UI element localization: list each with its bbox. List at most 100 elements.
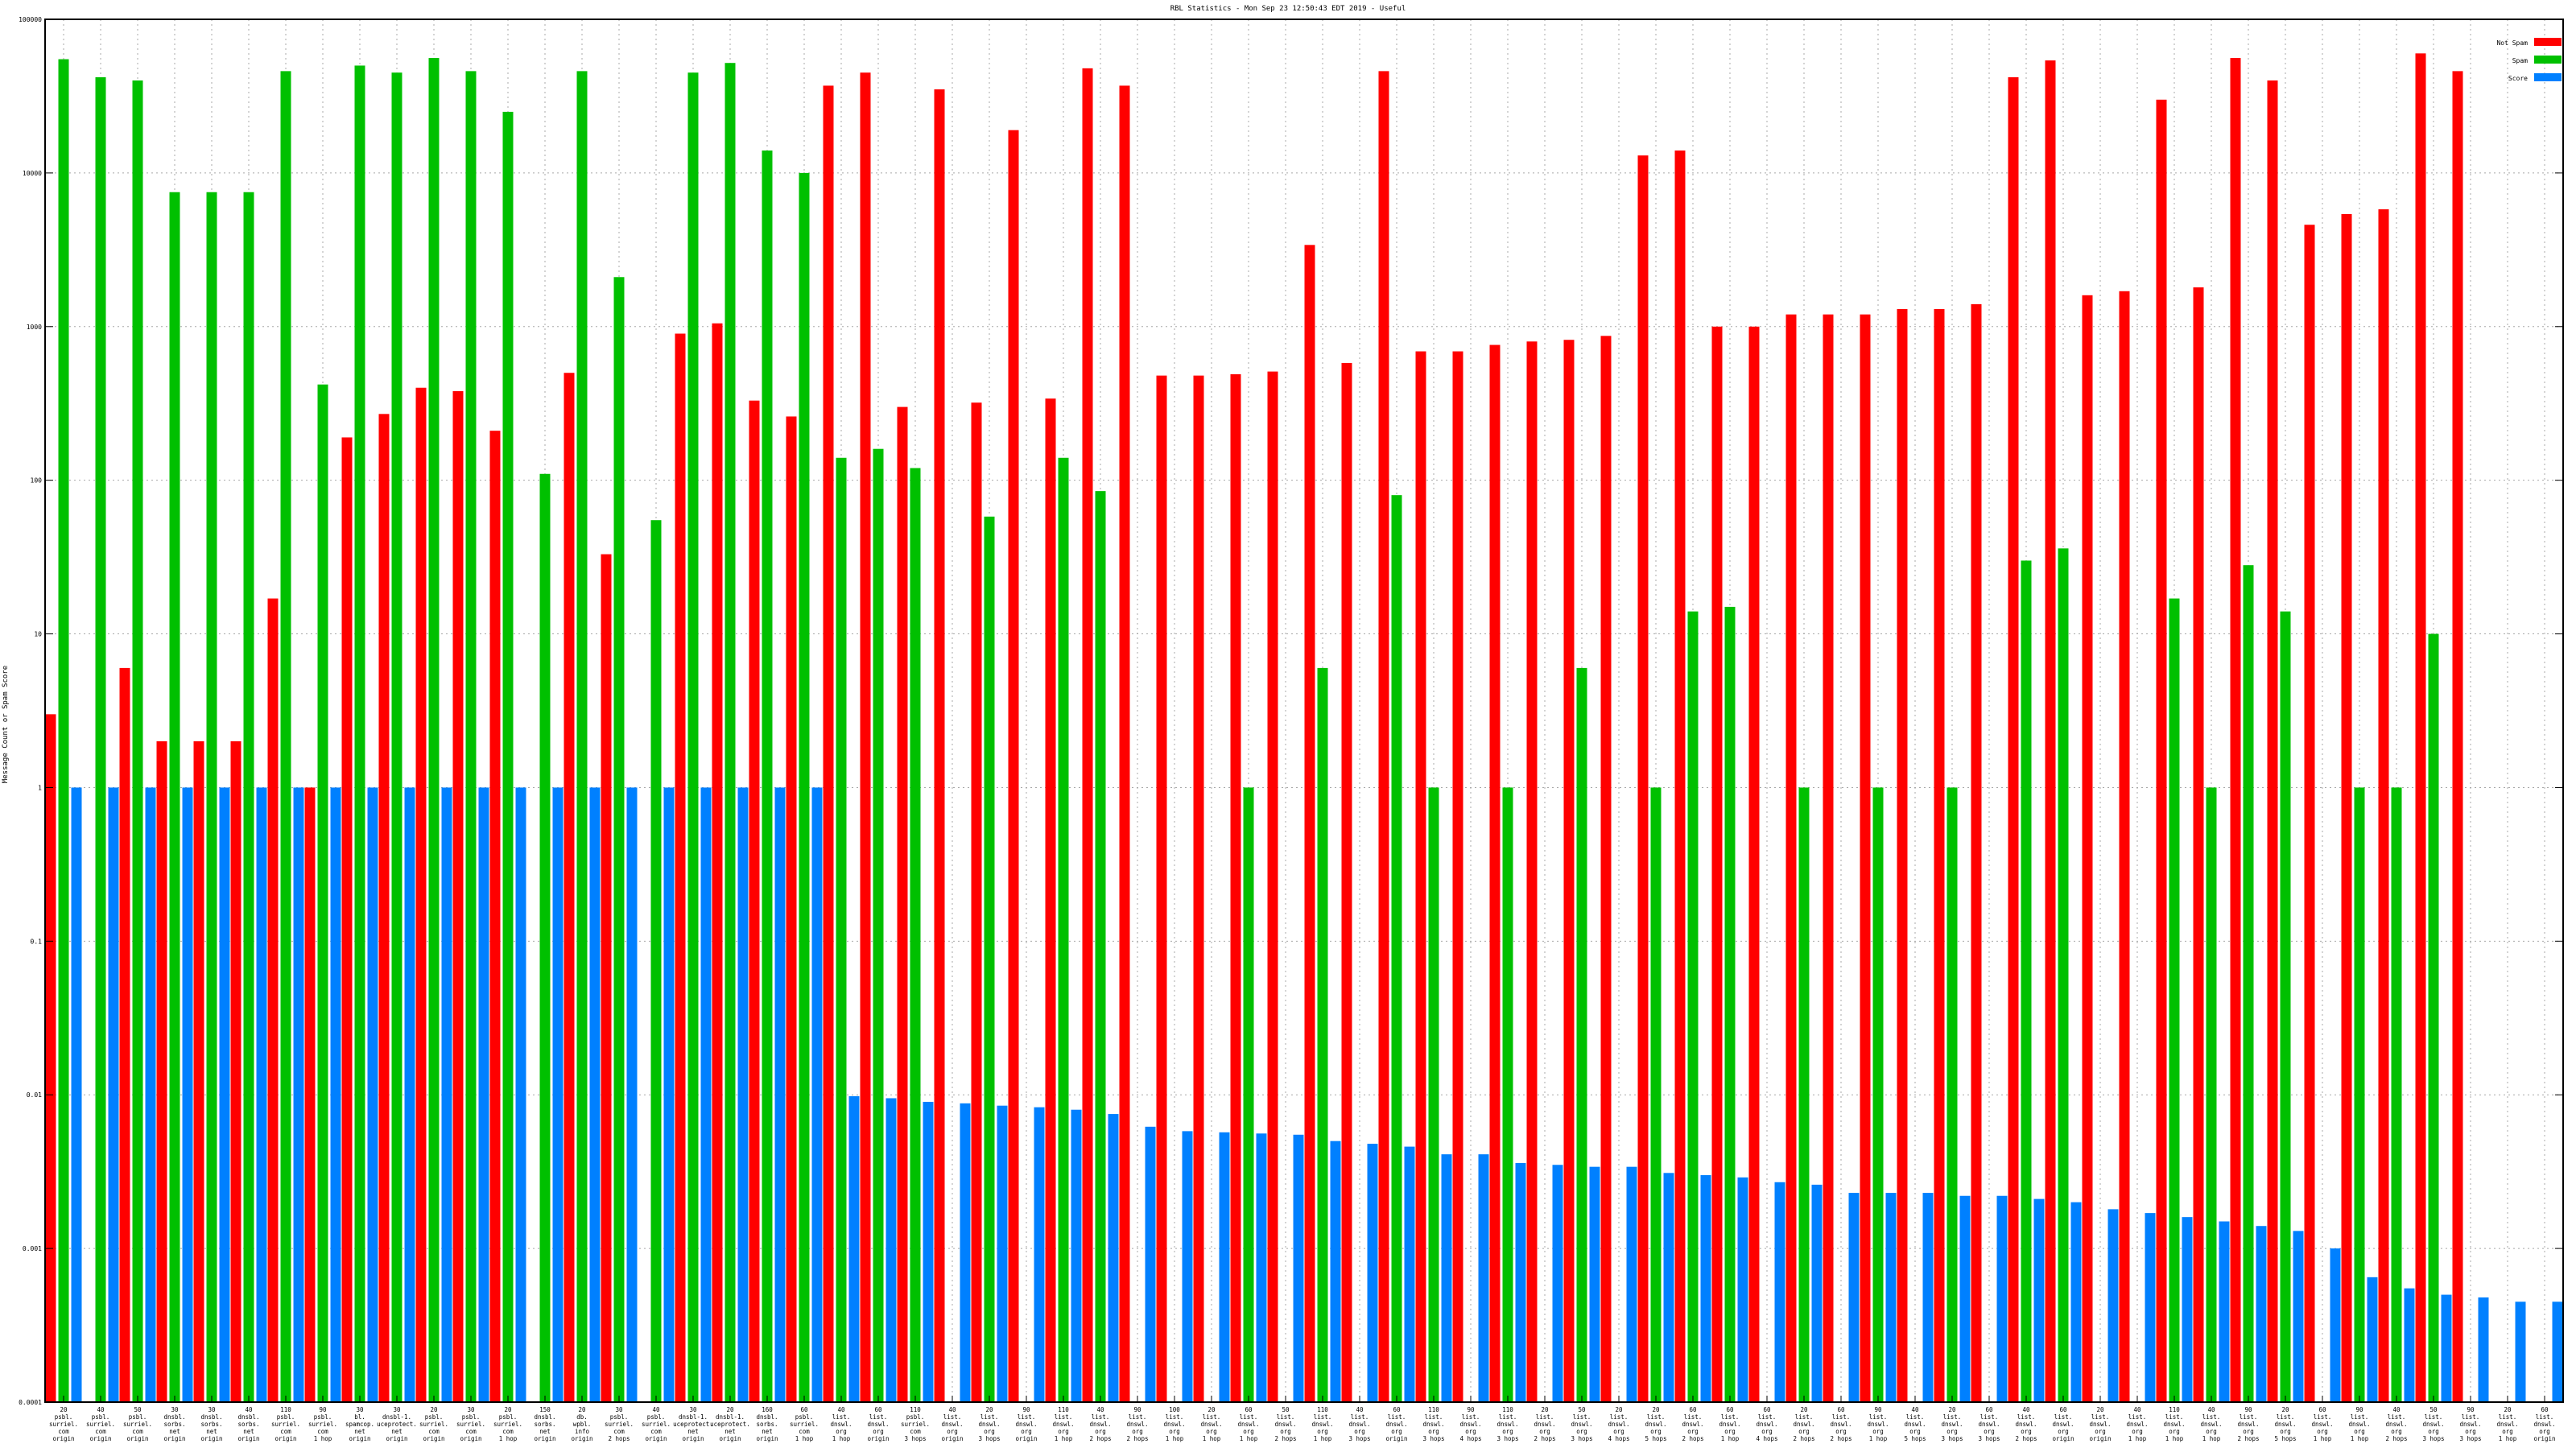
x-tick-label: dnswl. [1978,1421,2000,1428]
x-tick-label: 20 [430,1406,438,1413]
x-tick-label: org [1428,1428,1439,1435]
x-tick-label: db. [576,1413,588,1421]
x-tick-label: list. [1721,1413,1740,1421]
x-tick-label: org [2317,1428,2328,1435]
x-tick-label: sorbs. [200,1421,222,1428]
bar-not-spam [1156,375,1167,1403]
x-tick-label: 90 [2244,1406,2252,1413]
x-tick-label: 20 [578,1406,586,1413]
bar-spam [1317,667,1328,1402]
x-tick-label: 3 hops [1422,1435,1444,1442]
bar-spam [465,71,477,1403]
bar-not-spam [2304,225,2315,1403]
bar-not-spam [897,406,908,1403]
x-tick-label: dnswl. [1274,1421,1296,1428]
bar-spam [1243,787,1254,1402]
x-tick-label: 40 [245,1406,253,1413]
x-tick-label: origin [941,1435,963,1442]
x-tick-label: org [1724,1428,1736,1435]
x-tick-label: dnswl. [1904,1421,1926,1428]
x-tick-label: surriel. [419,1421,448,1428]
x-tick-label: org [2354,1428,2365,1435]
x-tick-label: list. [2277,1413,2295,1421]
bar-score [700,787,712,1402]
x-tick-label: 40 [948,1406,956,1413]
x-tick-label: dnswl. [1052,1421,1074,1428]
x-tick-label: 60 [800,1406,808,1413]
bar-spam [1502,787,1513,1402]
x-tick-label: 1 hop [2351,1435,2369,1442]
bar-score [1108,1114,1119,1402]
bar-score [1330,1141,1341,1402]
bar-not-spam [2341,213,2352,1403]
x-tick-label: list. [2388,1413,2406,1421]
x-tick-label: org [2058,1428,2069,1435]
x-tick-label: spamcop. [345,1421,374,1428]
legend-label: Spam [2512,57,2528,64]
bar-not-spam [452,390,464,1402]
x-tick-label: 20 [1615,1406,1623,1413]
x-tick-label: psbl. [277,1413,295,1421]
x-tick-label: org [1946,1428,1958,1435]
x-tick-label: 20 [1800,1406,1808,1413]
x-tick-label: org [1909,1428,1921,1435]
x-tick-label: origin [200,1435,222,1442]
x-tick-label: org [1798,1428,1810,1435]
x-tick-label: dnswl. [1608,1421,1629,1428]
x-tick-label: 4 hops [1756,1435,1777,1442]
x-tick-label: 5 hops [1645,1435,1666,1442]
bar-not-spam [786,416,797,1402]
bar-score [1034,1107,1045,1402]
bar-not-spam [564,373,575,1402]
x-tick-label: dnswl. [2274,1421,2296,1428]
bar-spam [687,72,699,1402]
bar-not-spam [601,554,612,1402]
x-tick-label: origin [89,1435,111,1442]
bar-not-spam [1711,326,1723,1402]
x-tick-label: 40 [2133,1406,2141,1413]
x-tick-label: list. [1869,1413,1888,1421]
x-tick-label: 2 hops [1089,1435,1111,1442]
x-tick-label: dnswl. [1793,1421,1814,1428]
bar-not-spam [1897,309,1908,1403]
x-tick-label: 90 [2355,1406,2363,1413]
x-tick-label: dnsbl. [534,1413,555,1421]
x-tick-label: 60 [1837,1406,1845,1413]
x-tick-label: org [1984,1428,1995,1435]
x-tick-label: list. [2536,1413,2554,1421]
bar-score [1404,1146,1415,1402]
bar-spam [2058,548,2069,1403]
bar-score [2478,1297,2489,1402]
x-tick-label: list. [1832,1413,1851,1421]
x-tick-label: net [687,1428,699,1435]
bar-score [1071,1109,1082,1402]
x-tick-label: 3 hops [2459,1435,2481,1442]
y-axis-label: Message Count or Spam Score [2,666,10,783]
x-tick-label: dnswl. [1200,1421,1222,1428]
bar-score [1293,1134,1304,1402]
x-tick-label: 110 [1058,1406,1069,1413]
bar-score [1367,1144,1378,1402]
bar-spam [1687,611,1699,1402]
bar-spam [2354,787,2365,1402]
x-tick-label: 110 [2169,1406,2180,1413]
x-tick-label: sorbs. [756,1421,778,1428]
x-tick-label: origin [386,1435,407,1442]
x-tick-label: 4 hops [1459,1435,1481,1442]
x-tick-label: list. [2314,1413,2332,1421]
bar-score [2219,1221,2230,1402]
x-tick-label: list. [1129,1413,1147,1421]
bar-not-spam [2193,287,2204,1403]
x-tick-label: 1 hop [1721,1435,1740,1442]
x-tick-label: 1 hop [832,1435,851,1442]
chart-title: RBL Statistics - Mon Sep 23 12:50:43 EDT… [1170,5,1406,13]
x-tick-label: 60 [2541,1406,2549,1413]
bar-not-spam [1489,344,1501,1402]
x-tick-label: 2 hops [2385,1435,2407,1442]
x-tick-label: 60 [1689,1406,1697,1413]
legend-swatch [2534,73,2562,81]
x-tick-label: list. [1314,1413,1332,1421]
bar-not-spam [1082,68,1093,1402]
x-tick-label: 100 [1169,1406,1180,1413]
bar-not-spam [2119,291,2130,1403]
